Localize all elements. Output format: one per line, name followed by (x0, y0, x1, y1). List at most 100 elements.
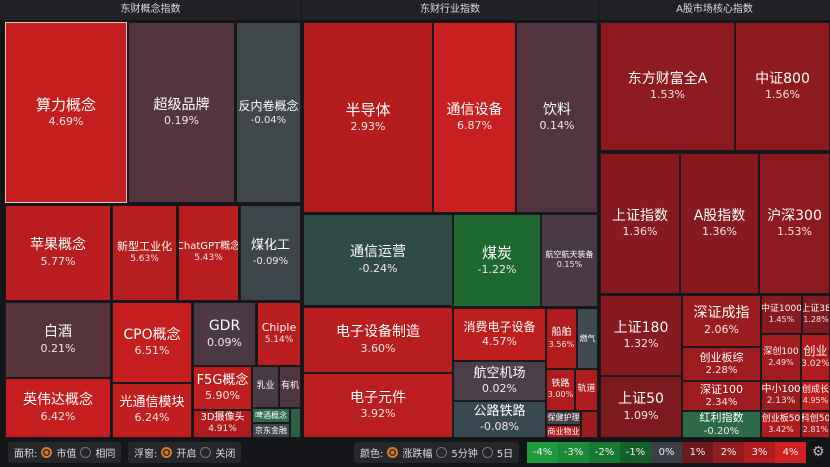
treemap-tile[interactable]: 红利指数 -0.20% (682, 411, 761, 438)
treemap-tile[interactable]: 光通信模块 6.24% (112, 383, 192, 438)
treemap-tile[interactable]: 航空机场 0.02% (453, 361, 546, 401)
treemap-tile[interactable] (581, 411, 598, 438)
float-on-label[interactable]: 开启 (176, 449, 197, 460)
tile-change-pct: 2.93% (350, 119, 386, 133)
color-5day-label[interactable]: 5日 (496, 449, 514, 460)
area-market-cap-radio[interactable] (41, 447, 53, 458)
treemap-tile[interactable]: 创业板综 2.28% (682, 347, 761, 381)
treemap-tile[interactable]: 算力概念 4.69% (5, 22, 127, 203)
gear-icon[interactable]: ⚙ (812, 444, 825, 460)
treemap-tile[interactable]: 京东金融 (252, 423, 290, 438)
treemap-tile[interactable]: 中证800 1.56% (735, 22, 830, 151)
tile-name: 通信运营 (350, 244, 406, 261)
treemap-tile[interactable]: 电子元件 3.92% (303, 373, 453, 438)
color-5min-label[interactable]: 5分钟 (451, 449, 478, 460)
treemap-tile[interactable]: 通信设备 6.87% (433, 22, 516, 213)
area-market-cap-label[interactable]: 市值 (56, 449, 77, 460)
tile-change-pct: 4.95% (802, 396, 829, 406)
treemap-tile[interactable]: 反内卷概念 -0.04% (236, 22, 301, 203)
treemap-tile[interactable]: 煤炭 -1.22% (453, 214, 541, 307)
treemap-tile[interactable]: 有机 (279, 366, 301, 408)
treemap-tile[interactable]: 3D摄像头 4.91% (193, 410, 252, 438)
float-off-radio[interactable] (200, 447, 212, 458)
treemap-tile[interactable]: 铁路 3.00% (546, 369, 575, 411)
tile-name: 消费电子设备 (463, 319, 536, 334)
tile-change-pct: 6.87% (457, 119, 492, 133)
treemap-tile[interactable]: 中小100 2.13% (761, 381, 801, 411)
treemap-tile[interactable]: 科创50 2.81% (801, 411, 830, 438)
treemap-tile[interactable]: 超级品牌 0.19% (128, 22, 235, 203)
color-5min-radio[interactable] (436, 447, 448, 458)
treemap-tile[interactable]: F5G概念 5.90% (193, 366, 252, 410)
treemap-tile[interactable]: 保健护理 (546, 411, 581, 425)
treemap-tile[interactable]: 乳业 (252, 366, 279, 408)
color-5day-radio[interactable] (481, 447, 493, 458)
treemap-tile[interactable]: Chiple 5.14% (257, 302, 301, 366)
tile-name: 白酒 (44, 324, 72, 341)
treemap-tile[interactable]: 上证180 1.32% (600, 295, 682, 376)
tile-change-pct: 3.56% (548, 339, 575, 349)
treemap-tile[interactable]: 通信运营 -0.24% (303, 214, 453, 306)
treemap-tile[interactable] (290, 408, 301, 438)
tile-name: 红利指数 (699, 411, 744, 425)
tile-name: 深证成指 (693, 305, 750, 322)
tile-change-pct: 3.42% (768, 424, 794, 434)
tile-name: 通信设备 (446, 101, 503, 118)
treemap-tile[interactable]: 东方财富全A 1.53% (600, 22, 735, 151)
tile-change-pct: 5.77% (40, 254, 76, 268)
treemap-tile[interactable]: 创业板50 3.42% (761, 411, 801, 438)
treemap-tile[interactable]: 煤化工 -0.09% (240, 205, 301, 301)
treemap-tile[interactable]: 新型工业化 5.63% (112, 205, 177, 301)
treemap-tile[interactable]: 上证50 1.09% (600, 376, 682, 438)
tile-name: 3D摄像头 (200, 411, 245, 423)
treemap-tile[interactable]: 商业物业 (546, 425, 581, 438)
tile-change-pct: -0.20% (703, 425, 740, 437)
treemap-tile[interactable]: 英伟达概念 6.42% (5, 378, 111, 438)
treemap-tile[interactable]: 公路铁路 -0.08% (453, 401, 546, 438)
color-change-radio[interactable] (387, 447, 399, 458)
tile-change-pct: 1.36% (702, 225, 737, 239)
treemap-tile[interactable]: 中证1000 1.45% (761, 295, 802, 334)
treemap-tile[interactable]: 上证指数 1.36% (600, 153, 680, 294)
tile-change-pct: 1.32% (623, 337, 659, 351)
panel-header-concept: 东财概念指数 (0, 0, 301, 20)
float-off-label[interactable]: 关闭 (215, 449, 236, 460)
treemap-tile[interactable]: 轨道 (575, 369, 598, 411)
tile-name: 船舶 (551, 327, 572, 339)
treemap-tile[interactable]: A股指数 1.36% (680, 153, 759, 294)
treemap-tile[interactable]: 白酒 0.21% (5, 302, 111, 378)
tile-name: 沪深300 (767, 207, 822, 224)
treemap-tile[interactable]: 燃气 (577, 308, 598, 369)
treemap-tile[interactable]: 航空航天装备 0.15% (541, 214, 598, 307)
treemap-tile[interactable]: 深证成指 2.06% (682, 295, 761, 347)
treemap-tile[interactable]: 苹果概念 5.77% (5, 205, 111, 301)
treemap-tile[interactable]: 深创100 2.49% (761, 334, 801, 381)
area-equal-radio[interactable] (80, 447, 92, 458)
area-label: 面积: (14, 449, 38, 460)
tile-name: 电子元件 (350, 389, 406, 406)
area-equal-label[interactable]: 相同 (95, 449, 116, 460)
float-on-radio[interactable] (161, 447, 173, 458)
treemap-tile[interactable]: 饮料 0.14% (516, 22, 598, 213)
tile-change-pct: 0.14% (539, 119, 575, 133)
color-change-label[interactable]: 涨跌幅 (402, 449, 433, 460)
treemap-tile[interactable]: 啤酒概念 (252, 408, 290, 423)
tile-name: 上证38 (802, 303, 830, 314)
treemap-tile[interactable]: 船舶 3.56% (546, 308, 577, 369)
treemap-tile[interactable]: 消费电子设备 4.57% (453, 308, 546, 361)
treemap-tile[interactable]: 半导体 2.93% (303, 22, 433, 213)
treemap-tile[interactable]: GDR 0.09% (193, 302, 256, 366)
treemap-tile[interactable]: 创成长 4.95% (801, 381, 830, 411)
treemap-tile[interactable]: ChatGPT概念 5.43% (178, 205, 239, 301)
legend-swatch: -2% (589, 442, 620, 463)
treemap-tile[interactable]: 沪深300 1.53% (759, 153, 830, 294)
treemap-tile[interactable]: 电子设备制造 3.60% (303, 307, 453, 373)
tile-name: 东方财富全A (627, 70, 708, 87)
treemap-tile[interactable]: 创业 3.02% (801, 334, 830, 381)
tile-change-pct: 3.60% (360, 341, 396, 355)
treemap-tile[interactable]: 深证100 2.34% (682, 381, 761, 411)
tile-name: 乳业 (256, 381, 275, 392)
treemap-tile[interactable]: 上证38 1.28% (802, 295, 830, 334)
treemap-tile[interactable]: CPO概念 6.51% (112, 302, 192, 383)
tile-name: 科创50 (801, 413, 830, 424)
